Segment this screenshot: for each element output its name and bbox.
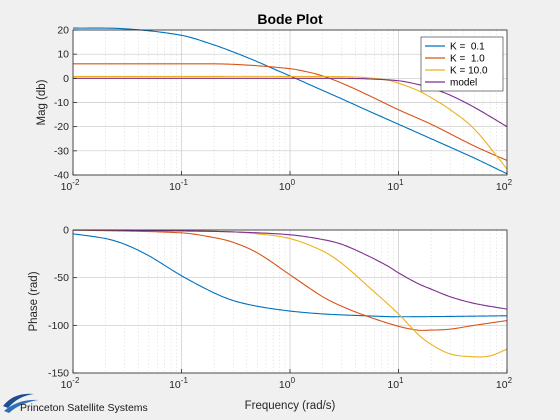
magnitude-y-axis-label: Mag (db) bbox=[36, 79, 48, 125]
legend-entry: K = 0.1 bbox=[450, 42, 485, 53]
series-line-model bbox=[72, 229, 508, 310]
x-tick-label: 100 bbox=[279, 178, 296, 193]
company-logo: Princeton Satellite Systems bbox=[3, 393, 148, 414]
x-tick-label: 102 bbox=[496, 376, 513, 391]
x-axis-label: Frequency (rad/s) bbox=[245, 400, 336, 412]
y-tick-label: 20 bbox=[57, 25, 69, 37]
y-tick-label: -40 bbox=[54, 170, 69, 182]
x-tick-label: 100 bbox=[279, 376, 296, 391]
legend-entry: K = 1.0 bbox=[450, 54, 485, 65]
x-tick-label: 101 bbox=[387, 376, 404, 391]
y-tick-label: -30 bbox=[54, 145, 69, 157]
x-tick-label: 10-2 bbox=[61, 376, 80, 391]
y-tick-label: -100 bbox=[48, 320, 69, 332]
phase-series-lines bbox=[72, 229, 508, 358]
y-tick-label: -150 bbox=[48, 368, 69, 380]
x-tick-label: 10-1 bbox=[169, 376, 188, 391]
series-line-k-0.1 bbox=[72, 233, 508, 318]
y-tick-label: 10 bbox=[57, 49, 69, 61]
y-tick-label: -50 bbox=[54, 272, 69, 284]
series-line-k-10.0 bbox=[73, 75, 508, 170]
chart-title: Bode Plot bbox=[257, 11, 323, 27]
x-tick-label: 102 bbox=[496, 178, 513, 193]
legend-entry: model bbox=[450, 78, 477, 89]
series-line-k-1.0 bbox=[73, 63, 508, 162]
logo-text: Princeton Satellite Systems bbox=[20, 402, 148, 414]
legend-entry: K = 10.0 bbox=[450, 66, 488, 77]
y-tick-label: -20 bbox=[54, 121, 69, 133]
logo-swoosh-icon bbox=[3, 393, 38, 413]
y-tick-label: -10 bbox=[54, 97, 69, 109]
x-tick-label: 10-2 bbox=[61, 178, 80, 193]
series-line-k-1.0 bbox=[72, 229, 508, 331]
x-tick-label: 101 bbox=[387, 178, 404, 193]
phase-y-axis-label: Phase (rad) bbox=[28, 271, 40, 331]
x-tick-label: 10-1 bbox=[169, 178, 188, 193]
y-tick-label: 0 bbox=[63, 225, 69, 237]
y-tick-label: 0 bbox=[63, 73, 69, 85]
